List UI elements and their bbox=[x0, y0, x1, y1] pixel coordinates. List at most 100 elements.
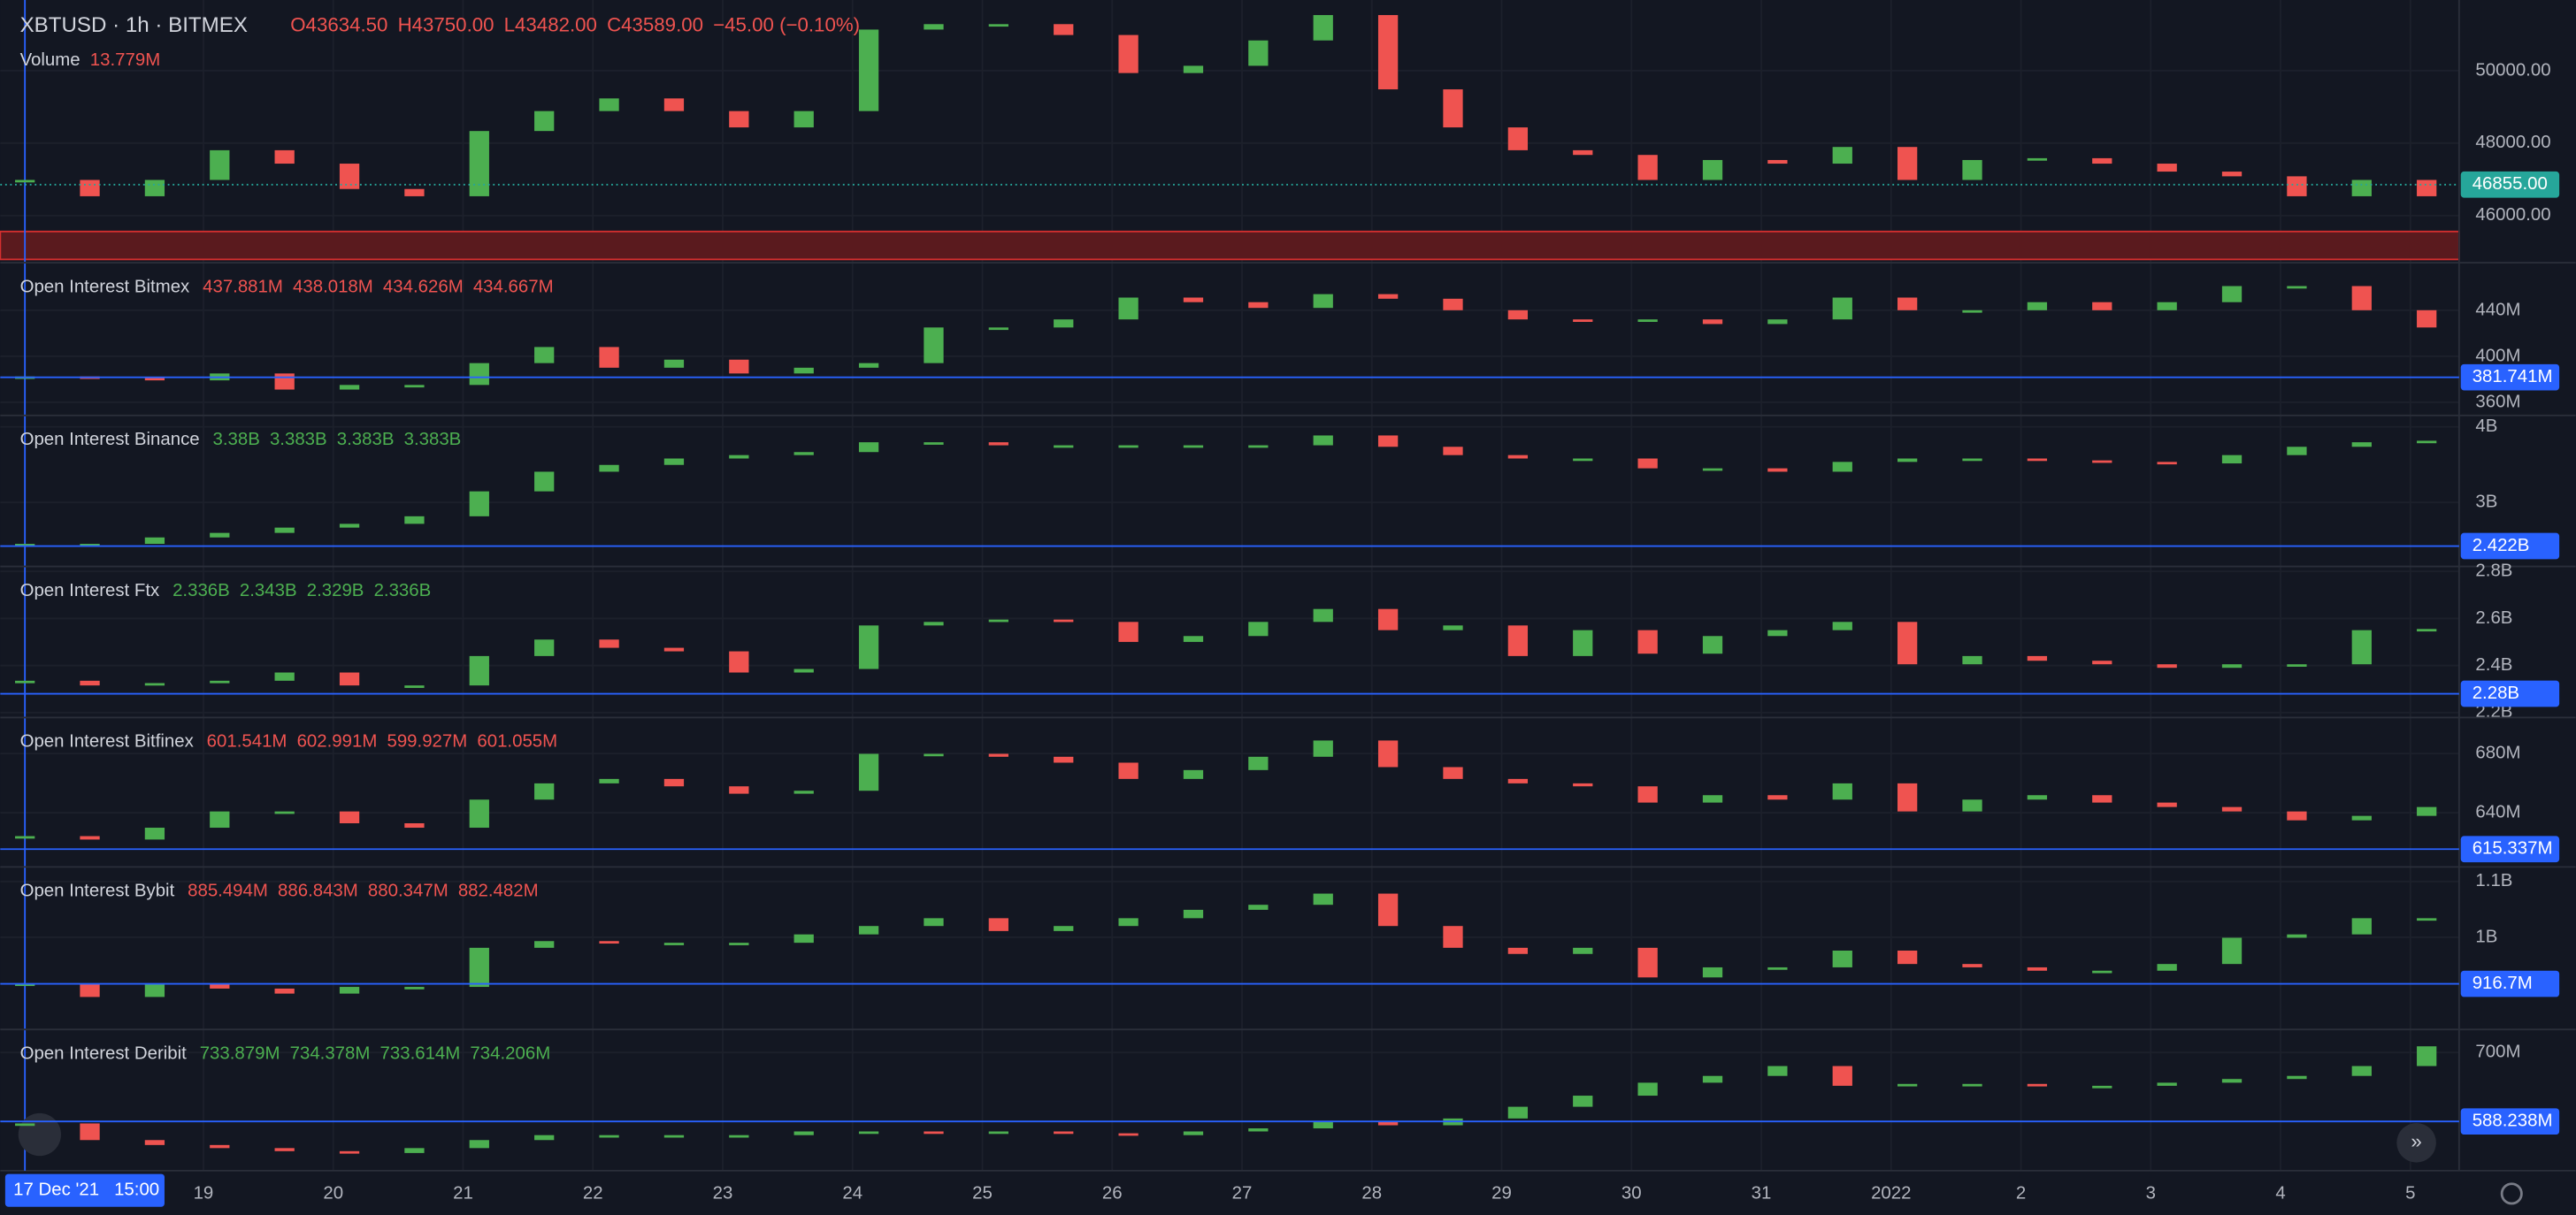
grid bbox=[0, 0, 2459, 1171]
candle bbox=[2417, 440, 2437, 444]
legend-value: 2.329B bbox=[307, 581, 364, 600]
legend-value: 434.667M bbox=[473, 277, 554, 296]
candle bbox=[80, 983, 100, 997]
candle bbox=[274, 988, 295, 994]
candle bbox=[924, 622, 944, 626]
candle bbox=[1573, 630, 1593, 656]
candle bbox=[469, 131, 489, 196]
candle bbox=[2287, 1075, 2307, 1080]
candle bbox=[1313, 435, 1333, 446]
candle bbox=[858, 29, 879, 111]
candle bbox=[80, 680, 100, 686]
x-tick-label: 26 bbox=[1102, 1183, 1123, 1203]
candle bbox=[2417, 918, 2437, 921]
scroll-right-button[interactable] bbox=[2396, 1123, 2436, 1163]
candle bbox=[2157, 462, 2177, 465]
x-tick-label: 27 bbox=[1232, 1183, 1253, 1203]
candle bbox=[599, 98, 619, 111]
candle bbox=[2417, 806, 2437, 816]
candle bbox=[1183, 445, 1204, 448]
candle bbox=[144, 537, 165, 545]
candle bbox=[2351, 286, 2372, 310]
candle bbox=[988, 918, 1008, 931]
candle bbox=[1054, 1131, 1074, 1135]
candle bbox=[469, 655, 489, 686]
candle bbox=[469, 491, 489, 516]
candle bbox=[210, 1144, 230, 1149]
candle bbox=[1183, 636, 1204, 642]
y-tick-label: 2.4B bbox=[2475, 655, 2512, 675]
candle bbox=[1573, 1096, 1593, 1107]
candle bbox=[339, 1150, 360, 1154]
candle bbox=[988, 24, 1008, 27]
candle bbox=[1118, 762, 1138, 779]
x-tick-label: 31 bbox=[1752, 1183, 1772, 1203]
candle bbox=[274, 527, 295, 533]
x-tick-label: 20 bbox=[323, 1183, 343, 1203]
candle bbox=[2157, 664, 2177, 669]
legend-value: 437.881M bbox=[203, 277, 283, 296]
legend-value: 2.336B bbox=[374, 581, 432, 600]
candle bbox=[988, 619, 1008, 623]
candle bbox=[1832, 462, 1852, 472]
reference-label: 916.7M bbox=[2472, 974, 2533, 993]
candle bbox=[2351, 918, 2372, 935]
candle bbox=[729, 651, 749, 673]
candle bbox=[534, 941, 555, 948]
x-tick-label: 22 bbox=[583, 1183, 603, 1203]
candle bbox=[1637, 458, 1658, 469]
candle bbox=[2221, 664, 2242, 669]
candle bbox=[1637, 1082, 1658, 1097]
candle bbox=[1962, 458, 1982, 462]
candle bbox=[1898, 458, 1918, 462]
candle bbox=[210, 983, 230, 989]
candle bbox=[1767, 967, 1788, 970]
candle bbox=[1248, 40, 1269, 66]
candle bbox=[1054, 24, 1074, 35]
candle bbox=[274, 672, 295, 681]
candle bbox=[1962, 309, 1982, 313]
y-tick-label: 700M bbox=[2475, 1043, 2520, 1062]
legend-value: 2.343B bbox=[240, 581, 297, 600]
candle bbox=[339, 811, 360, 824]
candle bbox=[2287, 664, 2307, 667]
settings-button[interactable] bbox=[2500, 1182, 2523, 1205]
logo-button[interactable] bbox=[18, 1112, 62, 1157]
candle bbox=[274, 373, 295, 390]
candle bbox=[1443, 625, 1463, 630]
candle bbox=[794, 111, 814, 128]
reference-label-box bbox=[2460, 836, 2560, 863]
candle bbox=[1898, 1083, 1918, 1087]
candle bbox=[924, 327, 944, 363]
y-tick-label: 2.6B bbox=[2475, 608, 2512, 628]
candle bbox=[663, 1135, 685, 1138]
candle bbox=[1248, 1128, 1269, 1132]
candle bbox=[924, 918, 944, 927]
candle bbox=[663, 647, 685, 652]
y-tick-label: 1.1B bbox=[2475, 871, 2512, 890]
candle bbox=[1118, 622, 1138, 642]
candle bbox=[1313, 1121, 1333, 1129]
candle bbox=[1183, 297, 1204, 302]
candle bbox=[2351, 815, 2372, 821]
volume-label: Volume bbox=[20, 50, 80, 70]
candle bbox=[599, 347, 619, 368]
candle bbox=[729, 786, 749, 794]
candle bbox=[1767, 795, 1788, 800]
candle bbox=[924, 753, 944, 757]
candle bbox=[404, 385, 425, 388]
candle bbox=[794, 1131, 814, 1135]
legend-value: O43634.50 bbox=[290, 14, 387, 36]
pane-title: Open Interest Bitfinex bbox=[20, 732, 194, 752]
candle bbox=[1832, 950, 1852, 967]
candle bbox=[1377, 740, 1399, 768]
candle bbox=[2287, 934, 2307, 938]
candle bbox=[663, 778, 685, 787]
candle bbox=[144, 377, 165, 381]
candle bbox=[924, 24, 944, 30]
legend-value: 886.843M bbox=[278, 882, 358, 901]
candle bbox=[1702, 319, 1723, 325]
legend-value: −45.00 (−0.10%) bbox=[713, 14, 860, 36]
legend-value: 2.336B bbox=[172, 581, 230, 600]
reference-label: 615.337M bbox=[2472, 839, 2553, 859]
